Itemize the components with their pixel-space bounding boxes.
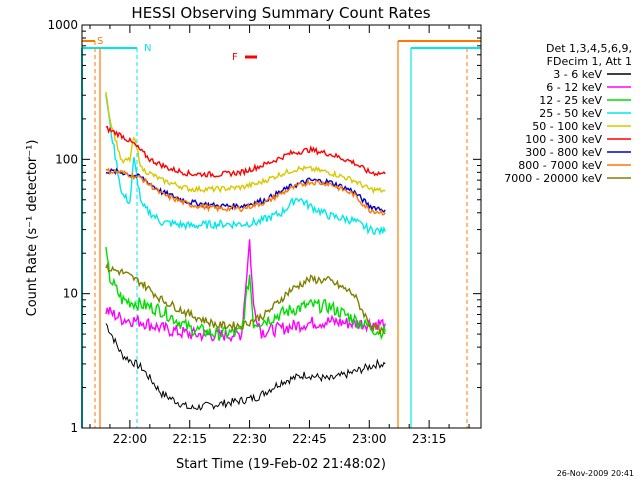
- y-tick-label: 10: [63, 287, 78, 301]
- legend-label-25-50-kev: 25 - 50 keV: [539, 107, 602, 120]
- footer-timestamp: 26-Nov-2009 20:41: [557, 469, 634, 478]
- axis-ticks: 22:00 22:15 22:30 22:45 23:00 23:15 1 10 100 1000: [47, 18, 481, 446]
- legend-header-line-2: FDecim 1, Att 1: [547, 55, 632, 68]
- legend-label-6-12-kev: 6 - 12 keV: [546, 81, 602, 94]
- y-tick-label: 1: [70, 421, 78, 435]
- y-axis-label: Count Rate (s⁻¹ detector⁻¹): [25, 140, 40, 317]
- x-tick-label: 22:15: [172, 432, 207, 446]
- plot-frame: [81, 24, 482, 429]
- legend-label-7000-20000-kev: 7000 - 20000 keV: [504, 172, 602, 185]
- series-line-3-6-kev: [105, 323, 386, 411]
- series-line-100-300-kev: [105, 125, 386, 178]
- series-line-6-12-kev: [105, 239, 386, 343]
- legend-label-300-800-kev: 300 - 800 keV: [525, 146, 602, 159]
- series-line-300-800-kev: [105, 167, 386, 213]
- marker-label-n: N: [144, 43, 151, 54]
- series-line-800-7000-kev: [105, 167, 386, 216]
- x-tick-label: 23:00: [352, 432, 387, 446]
- legend-header-line-1: Det 1,3,4,5,6,9,: [546, 42, 632, 55]
- series-line-25-50-kev: [105, 94, 386, 236]
- legend-label-3-6-kev: 3 - 6 keV: [553, 68, 602, 81]
- marker-label-f: F: [232, 52, 238, 63]
- series-line-7000-20000-kev: [105, 262, 386, 335]
- x-axis-label: Start Time (19-Feb-02 21:48:02): [176, 457, 386, 472]
- y-tick-label: 100: [55, 152, 78, 166]
- x-tick-label: 22:45: [292, 432, 327, 446]
- legend-label-12-25-kev: 12 - 25 keV: [539, 94, 602, 107]
- legend-label-100-300-kev: 100 - 300 keV: [525, 133, 602, 146]
- series-line-50-100-kev: [105, 91, 386, 195]
- marker-label-s: S: [97, 36, 103, 47]
- legend: Det 1,3,4,5,6,9, FDecim 1, Att 1 3 - 6 k…: [504, 42, 632, 185]
- x-tick-label: 22:00: [113, 432, 148, 446]
- legend-label-50-100-kev: 50 - 100 keV: [532, 120, 602, 133]
- legend-label-800-7000-kev: 800 - 7000 keV: [518, 159, 602, 172]
- series-line-12-25-kev: [105, 246, 386, 341]
- chart-title: HESSI Observing Summary Count Rates: [131, 4, 430, 22]
- x-tick-label: 22:30: [232, 432, 267, 446]
- series-layer: [105, 91, 386, 411]
- x-tick-label: 23:15: [412, 432, 447, 446]
- y-tick-label: 1000: [47, 18, 78, 32]
